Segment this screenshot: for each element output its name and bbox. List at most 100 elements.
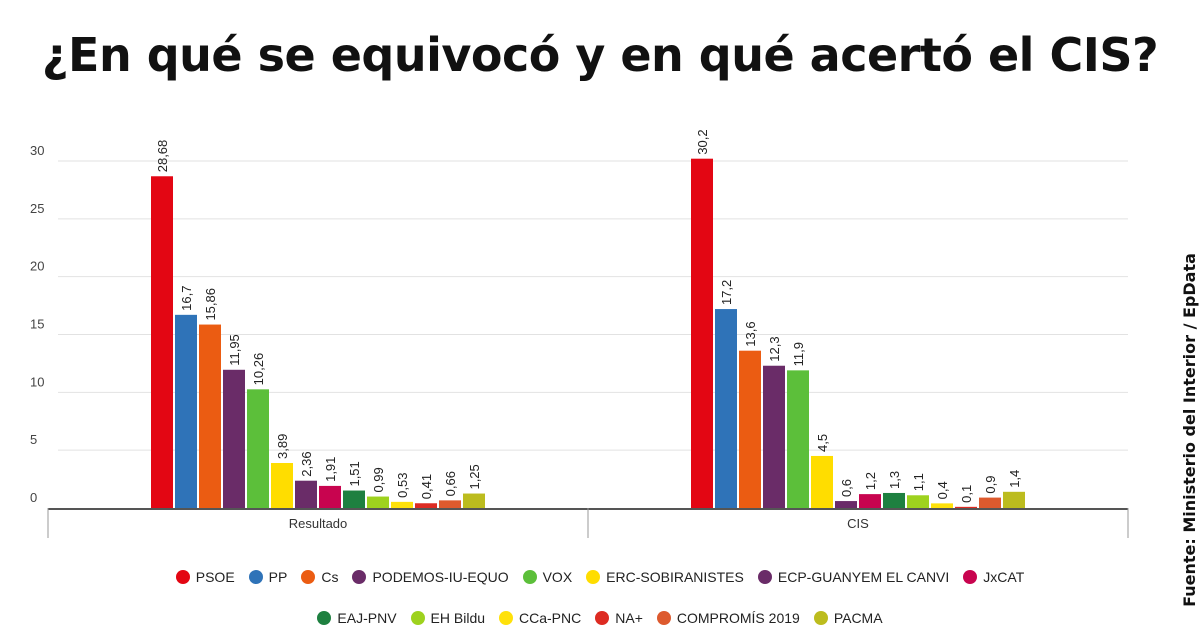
legend-label: PSOE <box>195 569 235 585</box>
legend-item: CCa-PNC <box>499 610 581 626</box>
y-tick-label: 10 <box>30 374 44 389</box>
y-tick-label: 15 <box>30 317 44 332</box>
chart-title: ¿En qué se equivocó y en qué acertó el C… <box>41 28 1159 82</box>
bar-na- <box>955 506 977 508</box>
legend-label: EAJ-PNV <box>337 610 397 626</box>
legend-item: PP <box>248 569 288 585</box>
data-label: 15,86 <box>203 288 218 321</box>
bar-ecp-guanyem-el-canvi <box>835 501 857 508</box>
data-label: 1,3 <box>887 471 902 489</box>
legend-label: PP <box>268 569 288 585</box>
bar-pacma <box>463 493 485 508</box>
legend-item: COMPROMÍS 2019 <box>656 610 800 626</box>
source-note: Fuente: Ministerio del Interior / EpData <box>1180 253 1199 607</box>
bar-erc-sobiranistes <box>811 455 833 508</box>
bar-psoe <box>691 158 713 509</box>
bar-comprom-s-2019 <box>439 500 461 508</box>
bar-eh-bildu <box>367 496 389 508</box>
legend-item: PODEMOS-IU-EQUO <box>352 569 509 585</box>
data-label: 16,7 <box>179 286 194 311</box>
legend-label: NA+ <box>615 610 643 626</box>
legend-item: Cs <box>301 569 338 585</box>
legend-dot-icon <box>175 570 190 584</box>
legend-row-1: PSOE PP Cs PODEMOS-IU-EQUO VOX ERC-SOBIRANIST… <box>0 569 1200 585</box>
data-label: 0,9 <box>983 476 998 494</box>
data-label: 0,1 <box>959 485 974 503</box>
legend-label: Cs <box>321 569 339 585</box>
data-label: 1,4 <box>1007 470 1022 488</box>
x-tick-label: Resultado <box>289 516 348 531</box>
y-tick-label: 0 <box>30 490 37 505</box>
legend-label: PACMA <box>833 610 883 626</box>
legend-dot-icon <box>656 611 671 625</box>
data-label: 0,99 <box>371 467 386 492</box>
legend-dot-icon <box>586 570 601 584</box>
bar-cca-pnc <box>391 501 413 508</box>
bar-cs <box>739 350 761 508</box>
data-label: 1,1 <box>911 473 926 491</box>
legend-dot-icon <box>813 611 828 625</box>
legend-item: EAJ-PNV <box>317 610 397 626</box>
legend-dot-icon <box>317 611 332 625</box>
legend-label: JxCAT <box>983 569 1025 585</box>
legend-item: NA+ <box>595 610 643 626</box>
data-label: 1,25 <box>467 464 482 489</box>
data-label: 2,36 <box>299 451 314 476</box>
data-label: 3,89 <box>275 434 290 459</box>
data-label: 1,51 <box>347 461 362 486</box>
data-label: 13,6 <box>743 321 758 346</box>
legend-dot-icon <box>522 570 537 584</box>
data-label: 11,95 <box>227 334 242 366</box>
legend-item: EH Bildu <box>410 610 485 626</box>
data-label: 0,53 <box>395 473 410 498</box>
bar-jxcat <box>859 494 881 508</box>
data-label: 17,2 <box>719 280 734 305</box>
bar-vox <box>787 370 809 508</box>
legend-row-2: EAJ-PNV EH Bildu CCa-PNC NA+ COMPROMÍS 2019 P… <box>0 610 1200 626</box>
bar-cs <box>199 324 221 508</box>
legend-dot-icon <box>757 570 772 584</box>
y-tick-label: 20 <box>30 259 44 274</box>
x-tick-label: CIS <box>847 516 869 531</box>
bar-psoe <box>151 176 173 508</box>
legend-dot-icon <box>301 570 316 584</box>
bar-podemos-iu-equo <box>223 369 245 508</box>
bar-comprom-s-2019 <box>979 497 1001 508</box>
legend-label: ERC-SOBIRANISTES <box>606 569 744 585</box>
legend-item: PSOE <box>175 569 235 585</box>
y-tick-label: 25 <box>30 201 44 216</box>
data-label: 1,91 <box>323 457 338 482</box>
legend-label: COMPROMÍS 2019 <box>676 610 800 626</box>
legend-dot-icon <box>595 611 610 625</box>
bar-na- <box>415 503 437 508</box>
data-label: 1,2 <box>863 472 878 490</box>
bar-eh-bildu <box>907 495 929 508</box>
data-label: 0,4 <box>935 481 950 499</box>
data-label: 0,6 <box>839 479 854 497</box>
bar-eaj-pnv <box>883 492 905 508</box>
bar-erc-sobiranistes <box>271 463 293 508</box>
legend-dot-icon <box>248 570 263 584</box>
data-label: 4,5 <box>815 434 830 452</box>
legend-label: PODEMOS-IU-EQUO <box>372 569 509 585</box>
legend-item: PACMA <box>813 610 883 626</box>
legend-item: ECP-GUANYEM EL CANVI <box>757 569 949 585</box>
bar-vox <box>247 389 269 508</box>
data-label: 10,26 <box>251 353 266 386</box>
bar-cca-pnc <box>931 503 953 508</box>
legend-dot-icon <box>499 611 514 625</box>
legend-item: ERC-SOBIRANISTES <box>586 569 744 585</box>
data-label: 0,41 <box>419 474 434 499</box>
bar-pp <box>715 309 737 508</box>
bar-ecp-guanyem-el-canvi <box>295 480 317 508</box>
data-label: 28,68 <box>155 140 170 173</box>
legend-dot-icon <box>963 570 978 584</box>
bar-pacma <box>1003 491 1025 508</box>
y-tick-label: 5 <box>30 432 37 447</box>
data-label: 12,3 <box>767 336 782 361</box>
bar-eaj-pnv <box>343 490 365 508</box>
bar-pp <box>175 314 197 508</box>
legend-item: VOX <box>522 569 572 585</box>
legend-dot-icon <box>352 570 367 584</box>
